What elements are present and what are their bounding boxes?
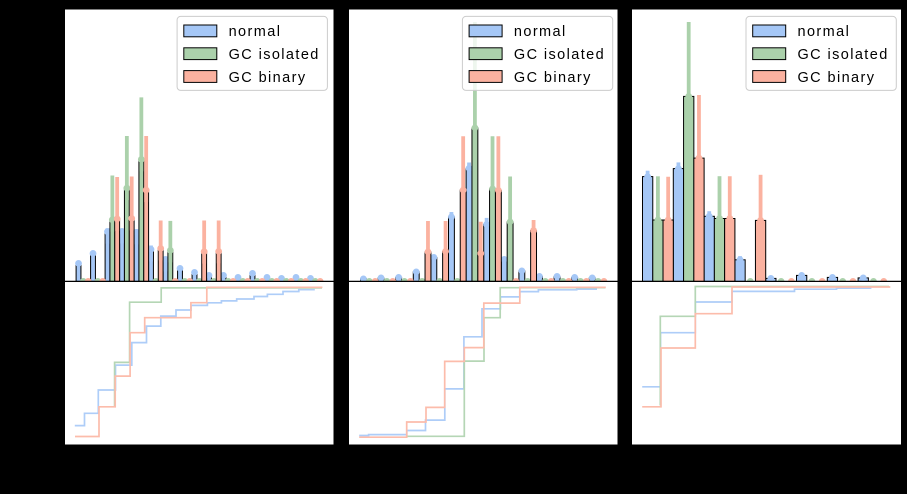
svg-text:GC binary: GC binary xyxy=(229,70,307,86)
svg-text:GC binary: GC binary xyxy=(798,70,876,86)
svg-text:GC isolated: GC isolated xyxy=(514,47,605,63)
svg-text:normal: normal xyxy=(798,24,851,40)
svg-text:GC isolated: GC isolated xyxy=(798,47,889,63)
svg-text:GC binary: GC binary xyxy=(514,70,592,86)
svg-text:normal: normal xyxy=(229,24,282,40)
svg-text:GC isolated: GC isolated xyxy=(229,47,320,63)
svg-text:normal: normal xyxy=(514,24,567,40)
